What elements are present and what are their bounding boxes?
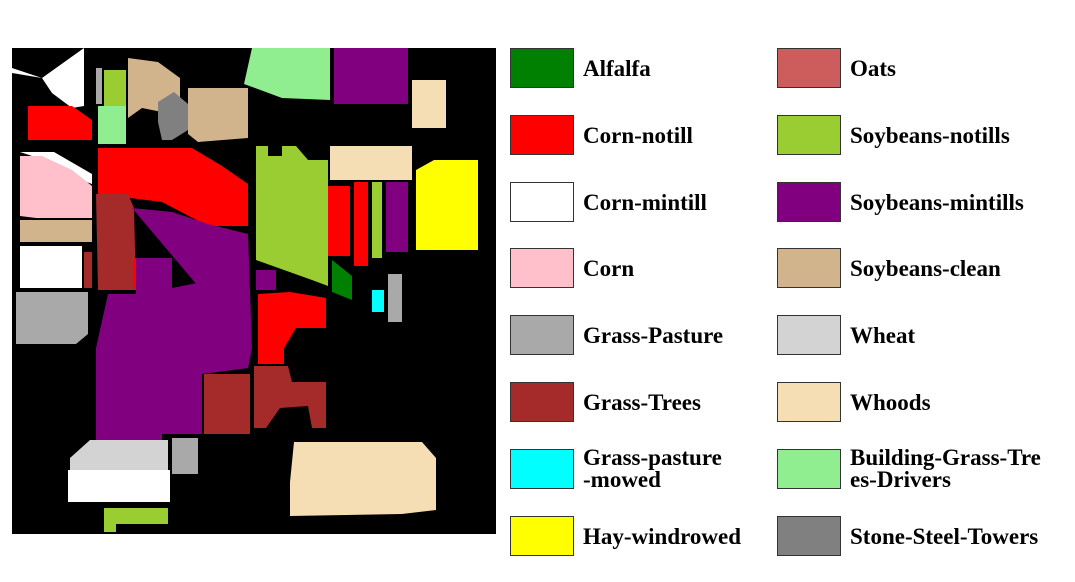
legend-swatch xyxy=(777,315,841,355)
region-soybeans-mintills-1 xyxy=(334,48,408,104)
region-corn-notill-6 xyxy=(258,292,326,364)
legend-label: Stone-Steel-Towers xyxy=(850,523,1039,549)
legend-label: Wheat xyxy=(850,322,916,348)
legend-label: Corn xyxy=(583,255,635,281)
region-soybeans-notills-4 xyxy=(104,508,168,532)
legend-label: Corn-notill xyxy=(583,122,693,148)
legend-label: Building-Grass-Tre es-Drivers xyxy=(850,445,1041,492)
legend-swatch xyxy=(510,449,574,489)
legend-swatch xyxy=(777,115,841,155)
region-corn-mintill-corner xyxy=(12,48,84,108)
legend-label: Soybeans-mintills xyxy=(850,189,1024,215)
region-corn-mintill-2 xyxy=(20,246,82,288)
legend-swatch xyxy=(777,48,841,88)
region-hay-windrowed xyxy=(416,160,478,250)
region-building-grass-2 xyxy=(244,48,330,100)
legend-swatch xyxy=(510,315,574,355)
legend-label: Alfalfa xyxy=(583,55,651,81)
region-corn-notill-3 xyxy=(328,186,350,256)
region-whoods-3 xyxy=(290,442,436,516)
legend-label: Grass-Pasture xyxy=(583,322,724,348)
region-soybeans-notills-2 xyxy=(256,146,328,286)
legend-label: Hay-windrowed xyxy=(583,523,742,549)
legend-swatch xyxy=(510,382,574,422)
legend-swatch xyxy=(777,248,841,288)
legend-swatch xyxy=(777,182,841,222)
region-grass-pasture-2 xyxy=(96,68,102,104)
region-corn-notill-1 xyxy=(28,106,92,140)
region-grass-trees-3 xyxy=(204,374,250,434)
region-soybeans-clean-1 xyxy=(20,220,92,242)
region-grass-pasture-1 xyxy=(16,292,88,344)
region-grass-pasture-mowed xyxy=(372,290,384,312)
legend-swatch xyxy=(510,182,574,222)
region-corn-1 xyxy=(20,156,92,218)
legend-swatch xyxy=(510,115,574,155)
region-wheat xyxy=(70,440,168,472)
legend-label: Grass-Trees xyxy=(583,389,701,415)
region-grass-trees-2 xyxy=(96,194,136,290)
region-corn-notill-2 xyxy=(98,148,248,226)
region-soybeans-clean-3 xyxy=(188,88,248,142)
region-stone-steel-towers xyxy=(158,92,188,140)
region-whoods-1 xyxy=(412,80,446,128)
legend-swatch xyxy=(777,382,841,422)
region-grass-trees-1 xyxy=(84,252,92,288)
legend-swatch xyxy=(777,449,841,489)
legend-label: Whoods xyxy=(850,389,931,415)
legend-swatch xyxy=(777,516,841,556)
region-grass-trees-4 xyxy=(254,366,326,428)
legend-label: Oats xyxy=(850,55,896,81)
region-soybeans-mintills-3 xyxy=(96,208,252,440)
legend-swatch xyxy=(510,248,574,288)
legend-swatch xyxy=(510,48,574,88)
legend-label: Grass-pasture -mowed xyxy=(583,445,722,492)
region-grass-pasture-4 xyxy=(172,438,198,474)
legend-label: Soybeans-notills xyxy=(850,122,1010,148)
region-corn-mintill-3 xyxy=(68,470,170,502)
legend-label: Soybeans-clean xyxy=(850,255,1001,281)
region-soybeans-mintills-4 xyxy=(256,270,276,290)
region-soybeans-notills-3 xyxy=(372,182,382,258)
region-soybeans-notills-1 xyxy=(104,70,126,106)
region-building-grass-1 xyxy=(98,106,126,144)
region-corn-notill-4 xyxy=(354,182,368,266)
region-grass-pasture-3 xyxy=(388,274,402,322)
legend-swatch xyxy=(510,516,574,556)
region-soybeans-mintills-2 xyxy=(386,182,408,252)
region-whoods-2 xyxy=(330,146,412,180)
classification-map xyxy=(12,48,496,534)
region-alfalfa xyxy=(332,260,352,300)
legend-label: Corn-mintill xyxy=(583,189,707,215)
